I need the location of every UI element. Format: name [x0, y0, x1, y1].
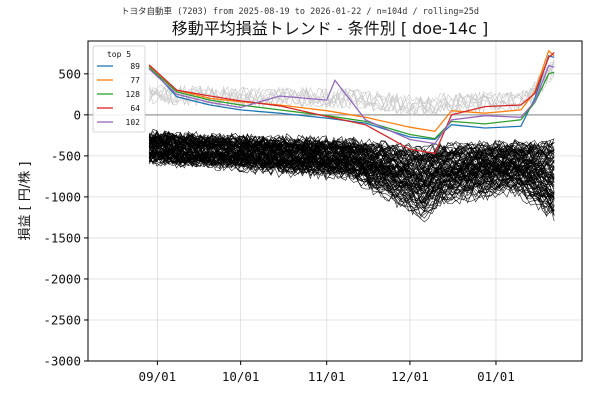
top-series	[148, 49, 555, 155]
background-series-line-light	[148, 72, 555, 115]
plot-frame	[87, 40, 583, 362]
y-tick-label: -3000	[43, 354, 81, 369]
legend: top 5 89 77 128 64 102	[92, 45, 146, 133]
y-tick-label: -1000	[43, 189, 81, 204]
background-series	[148, 58, 555, 223]
background-series-line	[148, 151, 555, 218]
legend-label-64: 64	[130, 104, 140, 113]
legend-label-89: 89	[130, 62, 140, 71]
background-series-line	[148, 134, 555, 208]
background-series-line	[148, 136, 555, 195]
series-line-128	[148, 66, 555, 140]
chart-supertitle: トヨタ自動車 (7203) from 2025-08-19 to 2026-01…	[121, 6, 479, 17]
background-series-line-light	[148, 69, 555, 116]
background-series-line	[148, 141, 555, 206]
series-line-64	[148, 52, 555, 155]
chart-title: 移動平均損益トレンド - 条件別 [ doe-14c ]	[172, 19, 488, 38]
background-series-line-light	[148, 64, 555, 116]
y-tick-label: -500	[51, 148, 81, 163]
background-series-line	[148, 132, 555, 194]
axes: 09/01 10/01 11/01 12/01 01/01 500 0 -500 -1000 -1…	[43, 40, 583, 384]
series-line-102	[148, 64, 555, 145]
legend-label-102: 102	[126, 118, 141, 127]
background-series-line	[148, 128, 555, 162]
x-tick-label: 11/01	[308, 369, 346, 384]
y-tick-label: -2500	[43, 312, 81, 327]
background-series-line-light	[148, 60, 555, 116]
legend-label-128: 128	[126, 90, 141, 99]
x-tick-label: 01/01	[477, 369, 515, 384]
y-tick-label: 0	[73, 107, 81, 122]
x-tick-label: 10/01	[222, 369, 260, 384]
x-tick-label: 12/01	[391, 369, 429, 384]
legend-title: top 5	[107, 50, 131, 59]
y-tick-label: -1500	[43, 230, 81, 245]
grid	[88, 41, 582, 362]
legend-box	[92, 45, 146, 133]
background-series-line	[148, 152, 555, 217]
y-axis-label: 損益 [ 円/株 ]	[18, 162, 33, 241]
background-series-line	[148, 138, 555, 209]
y-tick-label: 500	[58, 66, 81, 81]
background-series-line	[149, 142, 555, 189]
y-tick-label: -2000	[43, 271, 81, 286]
legend-label-77: 77	[130, 76, 140, 85]
x-tick-label: 09/01	[139, 369, 177, 384]
background-series-line	[148, 155, 555, 223]
background-series-line	[149, 145, 555, 217]
background-series-line	[148, 132, 555, 207]
background-series-line	[148, 149, 555, 216]
